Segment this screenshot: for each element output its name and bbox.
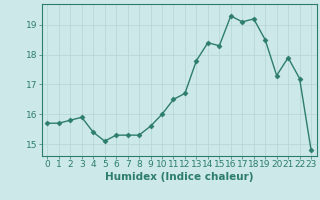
X-axis label: Humidex (Indice chaleur): Humidex (Indice chaleur): [105, 172, 253, 182]
